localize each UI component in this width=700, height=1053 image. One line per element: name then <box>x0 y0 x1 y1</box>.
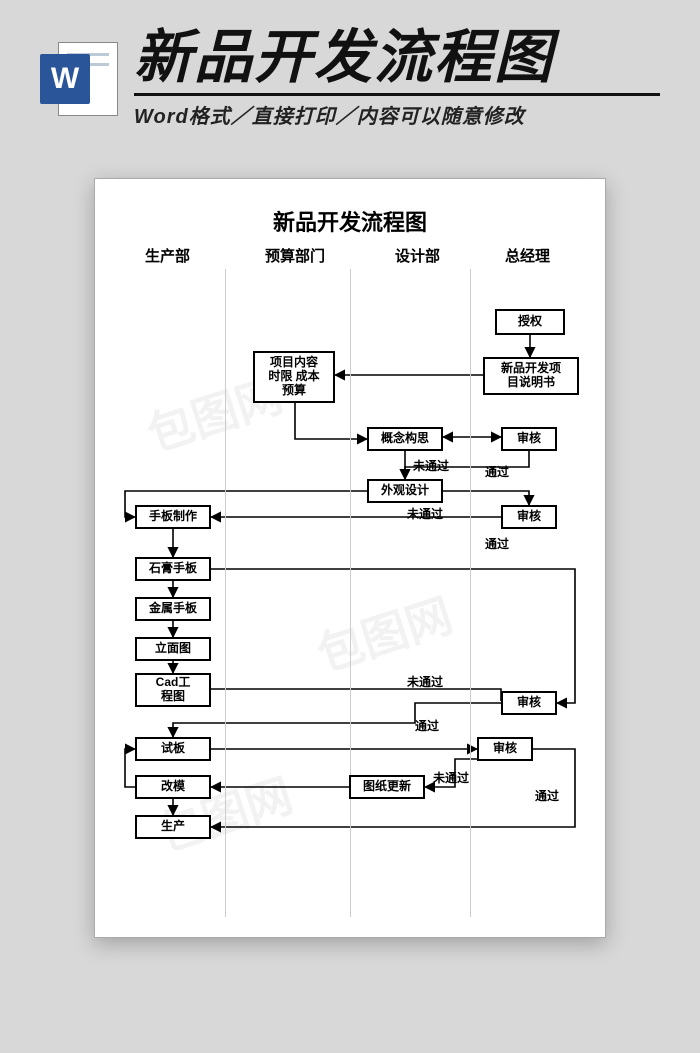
flow-node-concept: 概念构思 <box>367 427 443 451</box>
flow-node-rev4: 审核 <box>477 737 533 761</box>
edge-label: 通过 <box>415 717 439 734</box>
flow-node-plaster: 石膏手板 <box>135 557 211 581</box>
word-badge: W <box>40 54 90 104</box>
flow-node-appear: 外观设计 <box>367 479 443 503</box>
edge-label: 未通过 <box>413 457 449 474</box>
column-header: 设计部 <box>395 245 440 266</box>
flow-node-hand: 手板制作 <box>135 505 211 529</box>
banner-subtitle: Word格式／直接打印／内容可以随意修改 <box>134 100 660 129</box>
swimlane-border <box>470 269 471 917</box>
flow-node-mod: 改模 <box>135 775 211 799</box>
column-header: 生产部 <box>145 245 190 266</box>
column-header: 预算部门 <box>265 245 325 266</box>
swimlane-border <box>350 269 351 917</box>
column-header: 总经理 <box>505 245 550 266</box>
banner: W 新品开发流程图 Word格式／直接打印／内容可以随意修改 <box>40 28 660 138</box>
flow-node-spec: 新品开发项目说明书 <box>483 357 579 395</box>
flow-node-drawupd: 图纸更新 <box>349 775 425 799</box>
flow-node-auth: 授权 <box>495 309 565 335</box>
flow-node-prod: 生产 <box>135 815 211 839</box>
edge-label: 通过 <box>535 787 559 804</box>
flow-node-rev3: 审核 <box>501 691 557 715</box>
edge-label: 未通过 <box>433 769 469 786</box>
flow-node-rev1: 审核 <box>501 427 557 451</box>
flow-node-cad: Cad工程图 <box>135 673 211 707</box>
banner-title: 新品开发流程图 <box>134 28 660 96</box>
banner-text: 新品开发流程图 Word格式／直接打印／内容可以随意修改 <box>134 28 660 129</box>
edge-label: 未通过 <box>407 673 443 690</box>
word-icon: W <box>40 38 124 122</box>
swimlane-border <box>225 269 226 917</box>
flow-node-metal: 金属手板 <box>135 597 211 621</box>
document-page: 新品开发流程图 包图网 包图网 包图网 生产部预算部门设计部总经理授权新品开发项… <box>94 178 606 938</box>
doc-title: 新品开发流程图 <box>95 205 605 237</box>
flow-node-rev2: 审核 <box>501 505 557 529</box>
flow-node-budget: 项目内容时限 成本预算 <box>253 351 335 403</box>
flow-node-trial: 试板 <box>135 737 211 761</box>
flow-node-elev: 立面图 <box>135 637 211 661</box>
edge-label: 通过 <box>485 535 509 552</box>
edge-label: 未通过 <box>407 505 443 522</box>
edge-label: 通过 <box>485 463 509 480</box>
